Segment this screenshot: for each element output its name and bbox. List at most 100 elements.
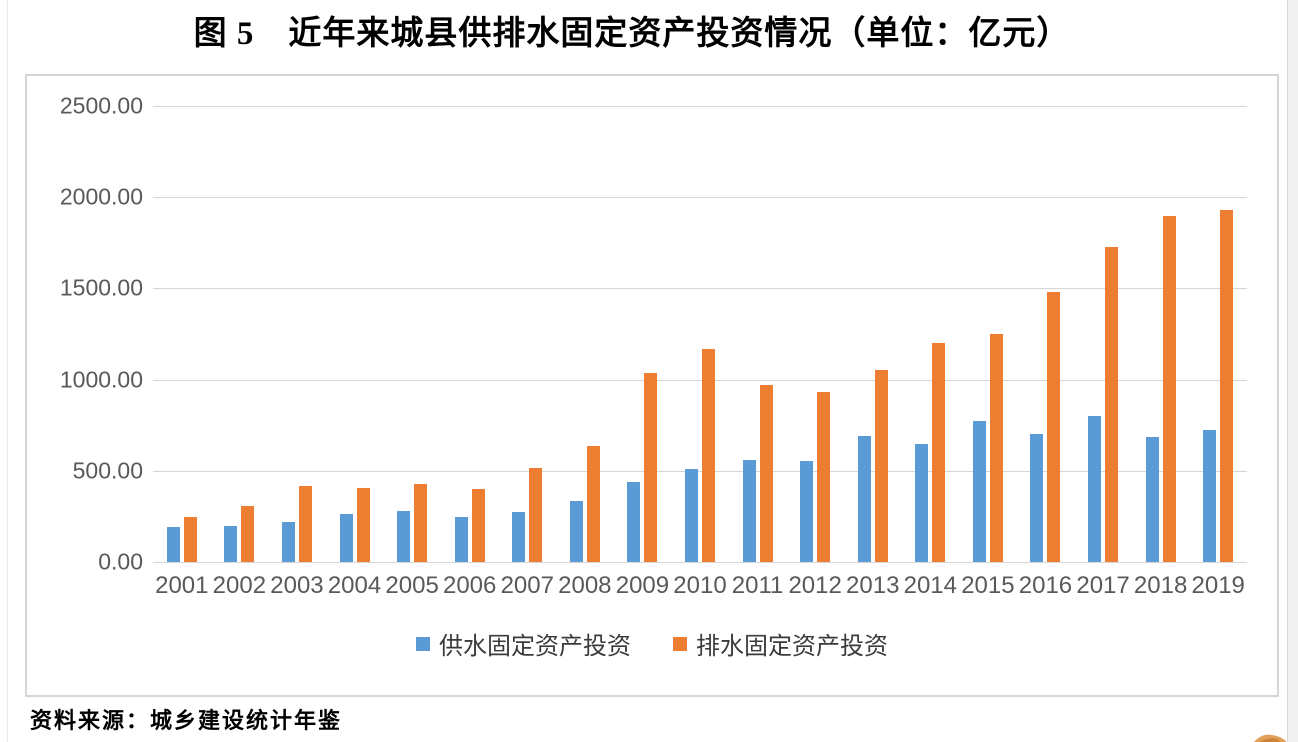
- corner-logo-fragment-icon: [1250, 729, 1288, 742]
- x-tick-label: 2010: [673, 572, 727, 599]
- bar-供水固定资产投资-2009: [627, 481, 641, 562]
- bar-供水固定资产投资-2007: [512, 511, 526, 562]
- bar-group-2008: [556, 106, 614, 562]
- bar-排水固定资产投资-2010: [701, 348, 715, 562]
- bar-group-2015: [959, 106, 1017, 562]
- bar-供水固定资产投资-2005: [397, 510, 411, 562]
- x-tick-label: 2001: [155, 572, 209, 599]
- bar-排水固定资产投资-2008: [586, 446, 600, 562]
- bar-group-2007: [498, 106, 556, 562]
- bar-group-2003: [268, 106, 326, 562]
- page-left-edge: [7, 0, 8, 742]
- bar-排水固定资产投资-2004: [356, 488, 370, 562]
- y-tick-label: 2000.00: [59, 183, 143, 210]
- legend: 供水固定资产投资 排水固定资产投资: [27, 626, 1277, 661]
- x-tick-label: 2006: [442, 572, 497, 599]
- bar-排水固定资产投资-2013: [874, 369, 888, 562]
- bar-排水固定资产投资-2002: [241, 506, 255, 562]
- bar-group-2005: [383, 106, 441, 562]
- x-tick-label: 2015: [961, 572, 1015, 599]
- bar-供水固定资产投资-2019: [1203, 429, 1217, 562]
- plot-area: [153, 106, 1247, 563]
- x-tick-label: 2013: [846, 572, 900, 599]
- bar-供水固定资产投资-2010: [684, 468, 698, 562]
- legend-label-drainage: 排水固定资产投资: [696, 634, 888, 660]
- bar-排水固定资产投资-2001: [183, 517, 197, 562]
- page-right-strip: [1287, 0, 1298, 742]
- bar-排水固定资产投资-2019: [1220, 209, 1234, 562]
- x-tick-label: 2016: [1018, 572, 1073, 599]
- bar-供水固定资产投资-2006: [454, 517, 468, 562]
- bar-排水固定资产投资-2007: [529, 468, 543, 562]
- bar-排水固定资产投资-2005: [414, 484, 428, 562]
- x-tick-label: 2011: [731, 572, 784, 599]
- y-axis-labels: 2500.00 2000.00 1500.00 1000.00 500.00 0.00: [27, 93, 143, 575]
- gridline: [153, 379, 1247, 381]
- gridline: [153, 288, 1247, 290]
- bar-group-2019: [1189, 106, 1247, 562]
- legend-marker-drainage-icon: [673, 636, 687, 651]
- bar-排水固定资产投资-2014: [932, 343, 946, 562]
- bar-供水固定资产投资-2011: [742, 459, 756, 562]
- legend-marker-water-supply-icon: [416, 636, 430, 651]
- x-tick-label: 2005: [385, 572, 439, 599]
- gridline: [153, 197, 1247, 199]
- legend-item-drainage: 排水固定资产投资: [673, 626, 888, 661]
- y-tick-label: 1500.00: [59, 274, 143, 301]
- bar-排水固定资产投资-2015: [989, 334, 1003, 562]
- x-tick-label: 2014: [903, 572, 957, 599]
- bar-group-2004: [326, 106, 384, 562]
- bar-group-2001: [153, 106, 211, 562]
- bar-排水固定资产投资-2012: [817, 392, 831, 562]
- bar-供水固定资产投资-2014: [915, 444, 929, 562]
- bar-供水固定资产投资-2008: [569, 500, 583, 562]
- bar-group-2010: [671, 106, 729, 562]
- bar-供水固定资产投资-2004: [339, 513, 353, 562]
- bar-排水固定资产投资-2017: [1105, 247, 1119, 562]
- bar-group-2011: [729, 106, 787, 562]
- bar-供水固定资产投资-2017: [1088, 416, 1102, 562]
- source-note: 资料来源：城乡建设统计年鉴: [30, 708, 343, 733]
- x-tick-label: 2003: [270, 572, 324, 599]
- x-tick-label: 2004: [327, 572, 382, 599]
- gridline: [153, 470, 1247, 472]
- bar-供水固定资产投资-2002: [224, 525, 238, 562]
- legend-item-water-supply: 供水固定资产投资: [416, 626, 631, 661]
- bar-group-2014: [902, 106, 960, 562]
- y-tick-label: 1000.00: [59, 366, 143, 393]
- x-axis-labels: 2001 2002 2003 2004 2005 2006 2007 2008 2009 2010…: [153, 572, 1247, 600]
- legend-label-water-supply: 供水固定资产投资: [439, 634, 631, 660]
- x-tick-label: 2009: [615, 572, 670, 599]
- bar-排水固定资产投资-2009: [644, 373, 658, 562]
- x-tick-label: 2008: [558, 572, 612, 599]
- chart-frame: 2500.00 2000.00 1500.00 1000.00 500.00 0.00 2…: [25, 74, 1279, 697]
- bar-供水固定资产投资-2015: [972, 420, 986, 562]
- bar-排水固定资产投资-2006: [471, 489, 485, 562]
- bar-group-2018: [1132, 106, 1190, 562]
- x-tick-label: 2018: [1133, 572, 1188, 599]
- x-tick-label: 2002: [212, 572, 267, 599]
- x-tick-label: 2019: [1191, 572, 1245, 599]
- bar-group-2006: [441, 106, 499, 562]
- bar-group-2017: [1074, 106, 1132, 562]
- bar-供水固定资产投资-2001: [166, 527, 180, 562]
- bar-排水固定资产投资-2018: [1162, 216, 1176, 562]
- bar-供水固定资产投资-2016: [1030, 434, 1044, 562]
- bar-供水固定资产投资-2018: [1145, 437, 1159, 562]
- bar-group-2016: [1017, 106, 1075, 562]
- bar-排水固定资产投资-2011: [759, 385, 773, 562]
- bar-groups: [153, 106, 1247, 562]
- x-tick-label: 2007: [500, 572, 554, 599]
- gridline: [153, 106, 1247, 107]
- bar-group-2009: [614, 106, 672, 562]
- bar-排水固定资产投资-2003: [298, 486, 312, 562]
- x-tick-label: 2012: [788, 572, 842, 599]
- chart-title: 图 5 近年来城县供排水固定资产投资情况（单位：亿元）: [193, 16, 1071, 52]
- y-tick-label: 500.00: [72, 457, 143, 484]
- bar-group-2013: [844, 106, 902, 562]
- bar-排水固定资产投资-2016: [1047, 292, 1061, 562]
- bar-供水固定资产投资-2013: [857, 436, 871, 562]
- y-tick-label: 0.00: [98, 548, 143, 575]
- x-tick-label: 2017: [1076, 572, 1130, 599]
